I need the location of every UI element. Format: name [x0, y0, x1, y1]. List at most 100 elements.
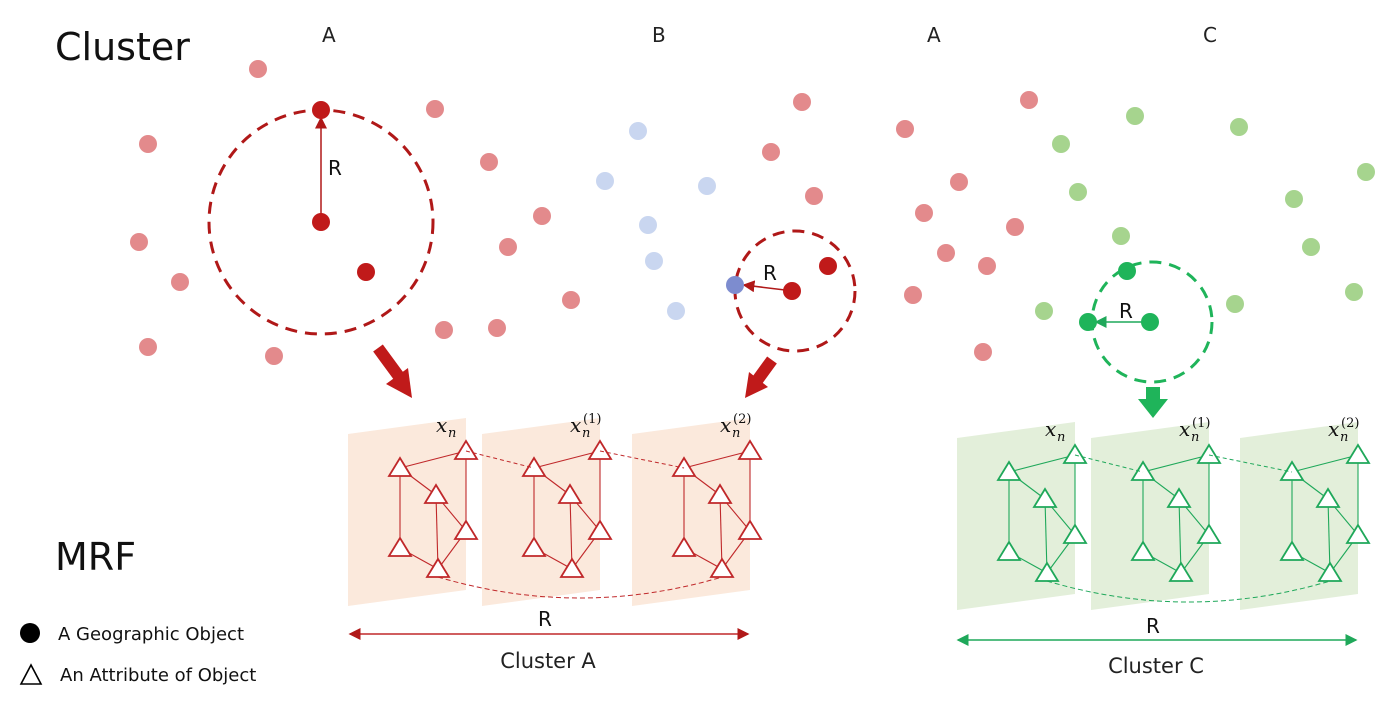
attribute-node [557, 483, 583, 504]
attribute-edge [533, 450, 601, 469]
attribute-node [453, 519, 479, 540]
geo-object-point [488, 319, 506, 337]
geo-object-point [596, 172, 614, 190]
attribute-edge [1178, 498, 1182, 574]
layer-label: x [1179, 417, 1190, 441]
geo-object-point [1226, 295, 1244, 313]
geo-object-point [265, 347, 283, 365]
cluster-title: Cluster [55, 25, 190, 69]
geo-object-neighbor [357, 263, 375, 281]
geo-object-point [139, 338, 157, 356]
attribute-edge [1142, 454, 1210, 473]
mrf-layer-panel: x n(1) [1091, 416, 1222, 610]
geo-object-point [1035, 302, 1053, 320]
geo-object-point [171, 273, 189, 291]
layer-label-subscript: n [1191, 430, 1199, 445]
cluster-c-radius-label: R [1146, 614, 1160, 638]
attribute-node [737, 439, 763, 460]
geo-object-point [1230, 118, 1248, 136]
attribute-node [1196, 443, 1222, 464]
layer-plane [632, 418, 750, 606]
legend-attribute-label: An Attribute of Object [60, 665, 256, 686]
attribute-node [1315, 487, 1341, 508]
layer-label: x [436, 413, 447, 437]
geo-object-point [915, 204, 933, 222]
attribute-node [1345, 443, 1371, 464]
attribute-node [387, 456, 413, 477]
radius-label: R [763, 261, 777, 285]
inter-layer-link [599, 450, 685, 469]
geo-object-point [896, 120, 914, 138]
layer-label-subscript: n [1340, 430, 1348, 445]
geo-object-point [1112, 227, 1130, 245]
geo-object-point [805, 187, 823, 205]
inter-layer-link [465, 450, 535, 469]
attribute-node [1166, 487, 1192, 508]
layer-label: x [1328, 417, 1339, 441]
geo-object-point [480, 153, 498, 171]
attribute-node [1032, 487, 1058, 508]
geo-object-point [562, 291, 580, 309]
geo-object-point [645, 252, 663, 270]
attribute-node [671, 536, 697, 557]
column-label-b: B [652, 23, 666, 47]
layer-label-subscript: n [732, 426, 740, 441]
layer-plane [348, 418, 466, 606]
attribute-edge [569, 494, 573, 570]
geo-object-point [667, 302, 685, 320]
layer-label-superscript: (1) [1192, 416, 1210, 431]
radius-arrow [742, 280, 786, 293]
layer-label-subscript: n [448, 426, 456, 441]
layer-plane [482, 418, 600, 606]
geo-object-point [629, 122, 647, 140]
inter-layer-arc [437, 576, 723, 599]
attribute-node [1317, 561, 1343, 582]
layer-plane [957, 422, 1075, 610]
attribute-node [1279, 540, 1305, 561]
attribute-node [1062, 523, 1088, 544]
attribute-edge [1008, 454, 1076, 473]
geo-object-center [1141, 313, 1159, 331]
attribute-edge [399, 450, 467, 469]
layer-label-superscript: (2) [1341, 416, 1359, 431]
layer-plane [1240, 422, 1358, 610]
attribute-node [1062, 443, 1088, 464]
geo-object-neighbor [1079, 313, 1097, 331]
attribute-node [587, 519, 613, 540]
legend-attribute-icon [19, 663, 43, 685]
geo-object-point [639, 216, 657, 234]
column-label-a-2: A [927, 23, 941, 47]
geo-object-point [499, 238, 517, 256]
geo-object-point [1285, 190, 1303, 208]
inter-layer-link [1074, 454, 1144, 473]
geo-object-point [533, 207, 551, 225]
legend-geo-object-label: A Geographic Object [58, 624, 244, 645]
geo-object-point [762, 143, 780, 161]
layer-label-superscript: (1) [583, 412, 601, 427]
geo-object-neighbor [1118, 262, 1136, 280]
geo-object-point [950, 173, 968, 191]
geo-object-point [1302, 238, 1320, 256]
cluster-a-radius-label: R [538, 607, 552, 631]
neighborhood-circle-a: R [207, 101, 435, 336]
geo-object-point [1345, 283, 1363, 301]
geo-point-cloud [130, 60, 1375, 365]
geo-object-neighbor [726, 276, 744, 294]
geo-object-point [139, 135, 157, 153]
layer-label: x [1045, 417, 1056, 441]
geo-object-point [1357, 163, 1375, 181]
attribute-node [1130, 540, 1156, 561]
geo-object-point [249, 60, 267, 78]
layer-plane [1091, 422, 1209, 610]
attribute-edge [1044, 498, 1048, 574]
geo-object-point [904, 286, 922, 304]
flow-arrow-red-2 [745, 356, 777, 398]
layer-label-subscript: n [1057, 430, 1065, 445]
attribute-edge [683, 450, 751, 469]
legend-geo-object-icon [20, 623, 40, 643]
geo-object-point [698, 177, 716, 195]
geo-object-center [312, 213, 330, 231]
attribute-node [423, 483, 449, 504]
attribute-node [587, 439, 613, 460]
